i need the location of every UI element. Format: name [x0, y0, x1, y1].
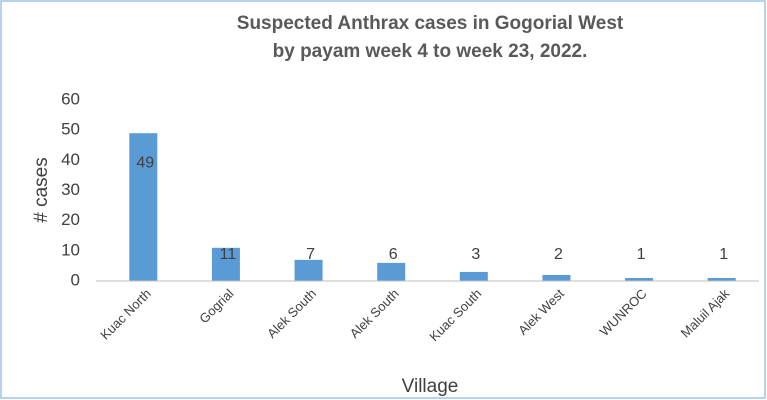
x-tick-label: Alek West [515, 286, 567, 338]
data-label: 3 [471, 246, 480, 263]
bar [459, 271, 488, 281]
y-tick-label: 50 [61, 120, 80, 139]
bar [294, 259, 323, 281]
y-tick-label: 60 [61, 89, 80, 108]
y-tick-label: 30 [61, 180, 80, 199]
x-tick-label: WUNROC [597, 286, 650, 339]
bar [377, 262, 406, 281]
bar [211, 247, 240, 281]
data-label: 1 [637, 246, 646, 263]
x-tick-label: Kuac South [426, 286, 484, 344]
y-tick-label: 40 [61, 150, 80, 169]
data-label: 49 [136, 154, 154, 171]
bar [707, 277, 736, 281]
bar [542, 274, 571, 281]
y-axis-label: # cases [31, 157, 52, 222]
x-tick-label: Alek South [347, 286, 402, 341]
data-label: 1 [719, 246, 728, 263]
x-tick-label: Kuac North [97, 286, 154, 343]
x-tick-label: Gogrial [196, 286, 236, 326]
data-label: 6 [389, 246, 398, 263]
bar [129, 133, 158, 281]
x-axis-label: Village [402, 376, 459, 397]
bar [625, 277, 654, 281]
data-label: 7 [306, 246, 315, 263]
x-tick-label: Maluil Ajak [678, 286, 733, 341]
y-tick-label: 10 [61, 240, 80, 259]
y-tick-label: 0 [71, 270, 80, 289]
data-label: 2 [554, 246, 563, 263]
x-tick-label: Alek South [264, 286, 319, 341]
data-label: 11 [220, 246, 237, 263]
y-tick-label: 20 [61, 210, 80, 229]
chart-title: Suspected Anthrax cases in Gogorial West… [236, 13, 624, 62]
